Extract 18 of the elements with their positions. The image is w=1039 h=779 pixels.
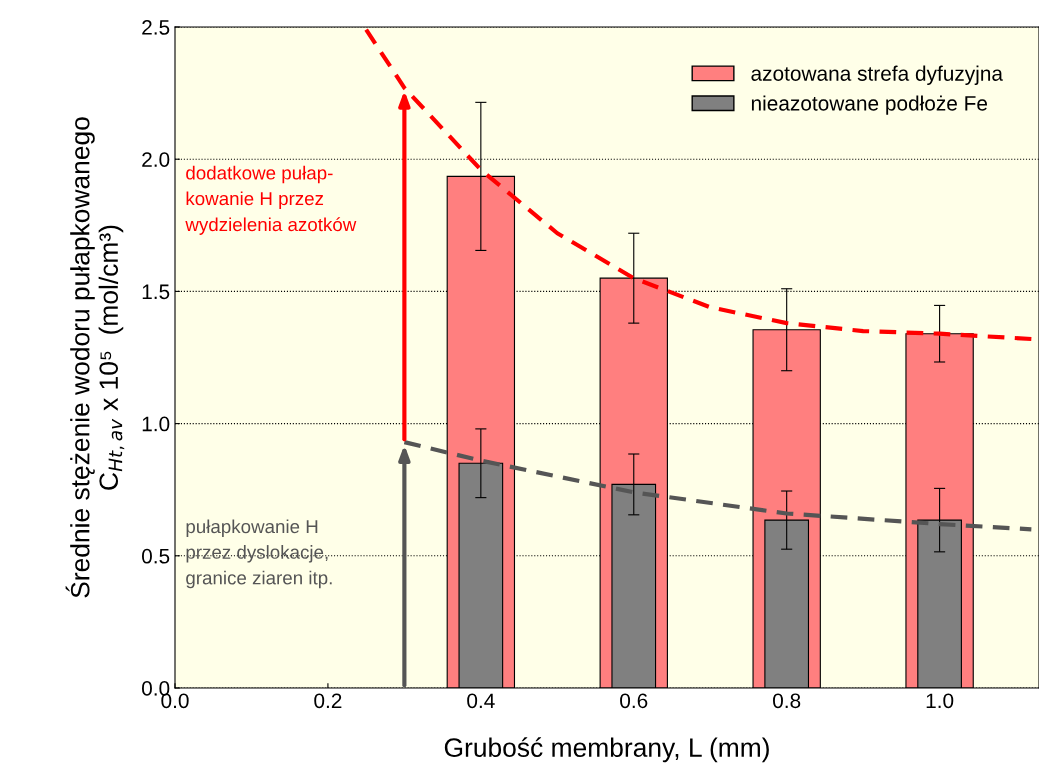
- x-tick-label: 0.8: [773, 693, 801, 709]
- annotation: dodatkowe pułap- kowanie H przez wydzielenia azotków: [185, 165, 357, 235]
- annotation: pułapkowanie H przez dyslokacje, granice ziaren itp.: [186, 519, 332, 589]
- x-tick-label: 1.0: [926, 693, 954, 709]
- legend-label: nieazotowane podłoże Fe: [751, 95, 988, 115]
- x-axis-title: Grubość membrany, L (mm): [444, 737, 769, 763]
- x-tick-label: 0.4: [467, 693, 495, 709]
- y-tick-label: 2.5: [142, 20, 170, 35]
- legend-label: azotowana strefa dyfuzyjna: [751, 65, 1003, 85]
- y-tick-label: 1.0: [142, 416, 170, 432]
- x-tick-label: 0.6: [620, 693, 648, 709]
- y-tick-label: 0.5: [141, 548, 170, 564]
- y-axis-title: Średnie stężenie wodoru pułapkowanego C$_{Ht,av}$ x 10⁵ (mol/cm³): [65, 117, 125, 598]
- y-tick-label: 2.0: [142, 152, 170, 167]
- line-series: [402, 440, 1034, 532]
- x-tick-label: 0.2: [314, 693, 342, 709]
- line-series: [364, 27, 1034, 342]
- y-tick-label: 1.5: [142, 284, 170, 300]
